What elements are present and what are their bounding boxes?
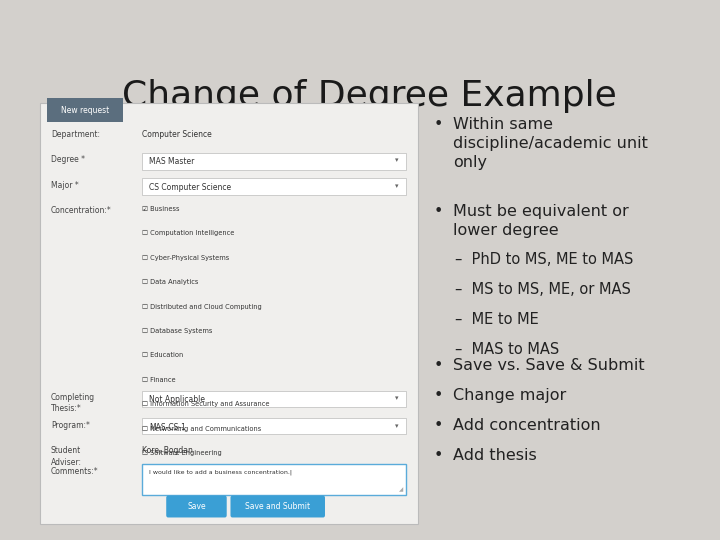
FancyBboxPatch shape xyxy=(40,103,418,524)
Text: •: • xyxy=(433,388,443,403)
FancyBboxPatch shape xyxy=(142,178,406,195)
Text: Computer Science: Computer Science xyxy=(142,130,212,139)
Text: Save: Save xyxy=(187,502,206,511)
Text: •: • xyxy=(433,117,443,132)
Text: ☐ Software Engineering: ☐ Software Engineering xyxy=(142,450,222,456)
Text: ☐ Distributed and Cloud Computing: ☐ Distributed and Cloud Computing xyxy=(142,303,261,309)
FancyBboxPatch shape xyxy=(230,496,325,517)
Text: Major *: Major * xyxy=(51,180,78,190)
Text: Student
Adviser:: Student Adviser: xyxy=(51,446,82,468)
Text: Must be equivalent or
lower degree: Must be equivalent or lower degree xyxy=(453,204,629,238)
Text: MAS-CS-1: MAS-CS-1 xyxy=(149,423,186,431)
Text: –  MAS to MAS: – MAS to MAS xyxy=(456,342,559,357)
Text: Add concentration: Add concentration xyxy=(453,418,600,433)
Text: ▾: ▾ xyxy=(395,423,398,429)
Text: ☐ Data Analytics: ☐ Data Analytics xyxy=(142,279,198,285)
Text: ☐ Database Systems: ☐ Database Systems xyxy=(142,328,212,334)
FancyBboxPatch shape xyxy=(142,153,406,170)
Text: Save vs. Save & Submit: Save vs. Save & Submit xyxy=(453,358,644,373)
Text: MAS Master: MAS Master xyxy=(149,157,194,166)
Text: Concentration:*: Concentration:* xyxy=(51,206,112,215)
Text: Save and Submit: Save and Submit xyxy=(246,502,310,511)
Text: ☐ Finance: ☐ Finance xyxy=(142,377,175,383)
Text: ◢: ◢ xyxy=(399,487,403,492)
Text: ▾: ▾ xyxy=(395,183,398,188)
Text: Department:: Department: xyxy=(51,130,100,139)
Text: Change of Degree Example: Change of Degree Example xyxy=(122,79,616,113)
Text: •: • xyxy=(433,448,443,463)
Text: I would like to add a business concentration.|: I would like to add a business concentra… xyxy=(149,469,292,475)
Text: Degree *: Degree * xyxy=(51,155,85,164)
Text: Comments:*: Comments:* xyxy=(51,467,99,476)
Text: Add thesis: Add thesis xyxy=(453,448,536,463)
FancyBboxPatch shape xyxy=(166,496,227,517)
Text: •: • xyxy=(433,358,443,373)
Text: Completing
Thesis:*: Completing Thesis:* xyxy=(51,393,95,413)
Text: ☑ Business: ☑ Business xyxy=(142,206,179,212)
FancyBboxPatch shape xyxy=(142,391,406,407)
Text: Change major: Change major xyxy=(453,388,566,403)
Text: Program:*: Program:* xyxy=(51,421,90,430)
Text: •: • xyxy=(433,204,443,219)
Text: ☐ Computation Intelligence: ☐ Computation Intelligence xyxy=(142,230,234,236)
Text: Not Applicable: Not Applicable xyxy=(149,395,205,404)
Text: ☐ Education: ☐ Education xyxy=(142,353,183,359)
FancyBboxPatch shape xyxy=(142,463,406,495)
Text: ☐ Networking and Communications: ☐ Networking and Communications xyxy=(142,426,261,431)
FancyBboxPatch shape xyxy=(142,418,406,434)
Text: ☐ Cyber-Physical Systems: ☐ Cyber-Physical Systems xyxy=(142,255,229,261)
Text: ▾: ▾ xyxy=(395,395,398,401)
FancyBboxPatch shape xyxy=(48,98,122,122)
Text: –  ME to ME: – ME to ME xyxy=(456,312,539,327)
Text: ☐ Information Security and Assurance: ☐ Information Security and Assurance xyxy=(142,401,269,407)
Text: –  PhD to MS, ME to MAS: – PhD to MS, ME to MAS xyxy=(456,252,634,267)
Text: –  MS to MS, ME, or MAS: – MS to MS, ME, or MAS xyxy=(456,282,631,297)
Text: New request: New request xyxy=(60,106,109,114)
Text: •: • xyxy=(433,418,443,433)
Text: CS Computer Science: CS Computer Science xyxy=(149,183,231,192)
Text: Within same
discipline/academic unit
only: Within same discipline/academic unit onl… xyxy=(453,117,647,170)
Text: ▾: ▾ xyxy=(395,157,398,164)
Text: Kore, Bogdan: Kore, Bogdan xyxy=(142,446,192,455)
